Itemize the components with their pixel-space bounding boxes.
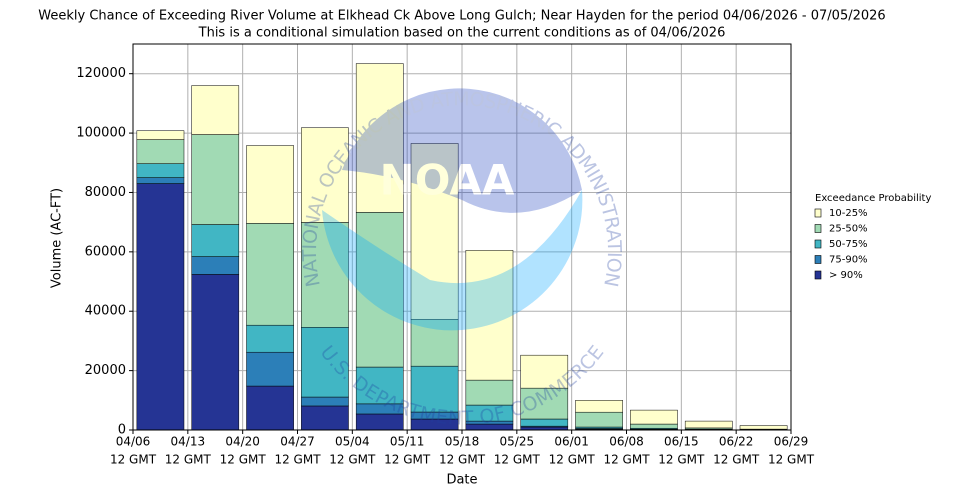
bar-segment: [684, 420, 733, 429]
legend-swatch: [814, 255, 822, 264]
bar-segment: [410, 365, 459, 413]
x-tick-sublabel: 12 GMT: [658, 453, 705, 467]
x-tick-sublabel: 12 GMT: [220, 453, 267, 467]
bar-segment: [301, 127, 349, 223]
x-tick-label: 04/13: [171, 435, 206, 449]
y-tick-label: 20000: [85, 363, 126, 378]
bar-segment: [191, 85, 240, 135]
x-axis-label: Date: [446, 473, 477, 488]
y-tick-label: 100000: [76, 126, 126, 141]
bar-segment: [246, 223, 294, 326]
legend: 10-25% 25-50% 50-75% 75-90% > 90%: [814, 208, 868, 281]
bar-segment: [465, 420, 514, 425]
bar-segment: [410, 418, 459, 431]
bar-segment: [520, 354, 569, 389]
y-tick-label: 80000: [85, 185, 126, 200]
bar-segment: [630, 409, 678, 425]
x-tick-sublabel: 12 GMT: [439, 453, 486, 467]
bar-segment: [301, 327, 349, 398]
x-tick-sublabel: 12 GMT: [329, 453, 376, 467]
bar-segment: [465, 423, 514, 431]
bar-segment: [136, 177, 185, 184]
x-tick-label: 05/11: [390, 435, 425, 449]
x-tick-label: 06/15: [664, 435, 699, 449]
bar-segment: [191, 256, 240, 275]
x-tick-label: 06/22: [719, 435, 754, 449]
x-tick-sublabel: 12 GMT: [384, 453, 431, 467]
x-tick-sublabel: 12 GMT: [165, 453, 212, 467]
bar-segment: [246, 351, 294, 387]
legend-title: Exceedance Probability: [815, 193, 931, 204]
legend-swatch: [814, 208, 822, 218]
x-tick-label: 05/18: [445, 435, 480, 449]
y-tick-label: 60000: [85, 244, 126, 259]
bar-segment: [136, 163, 185, 178]
x-tick-sublabel: 12 GMT: [274, 453, 321, 467]
bar-segment: [191, 224, 240, 257]
bar-segment: [246, 324, 294, 353]
bar-segment: [520, 418, 569, 427]
bar-segment: [301, 396, 349, 407]
bar-segment: [520, 387, 569, 420]
bar-segment: [465, 404, 514, 422]
x-tick-label: 05/25: [500, 435, 535, 449]
bar-segment: [191, 274, 240, 431]
bar-segment: [630, 423, 678, 429]
chart-subtitle: This is a conditional simulation based o…: [198, 26, 726, 41]
bar-segment: [410, 143, 459, 320]
x-tick-label: 04/27: [280, 435, 315, 449]
bar-segment: [410, 411, 459, 420]
bar-segment: [246, 145, 294, 224]
legend-swatch: [814, 239, 822, 249]
legend-swatch: [814, 224, 822, 233]
x-tick-label: 06/08: [609, 435, 644, 449]
axes: 0 20000 40000 60000 80000 100000 120000 04/06 12…: [76, 66, 814, 466]
bar-segment: [246, 385, 294, 431]
bar-segment: [739, 425, 788, 430]
bar-segment: [301, 222, 349, 328]
x-tick-sublabel: 12 GMT: [603, 453, 650, 467]
bar-segment: [355, 403, 404, 415]
legend-label: 75-90%: [829, 255, 868, 266]
legend-label: > 90%: [829, 270, 863, 281]
bar-segment: [465, 379, 514, 406]
y-axis-label: Volume (AC-FT): [50, 188, 65, 288]
bar-segment: [301, 405, 349, 431]
x-tick-label: 06/29: [774, 435, 809, 449]
x-tick-sublabel: 12 GMT: [768, 453, 815, 467]
x-tick-label: 06/01: [554, 435, 589, 449]
legend-swatch: [814, 270, 822, 280]
y-tick-label: 120000: [76, 66, 126, 81]
bar-segment: [410, 318, 459, 367]
bar-segment: [465, 250, 514, 381]
bar-segment: [575, 400, 623, 413]
x-tick-sublabel: 12 GMT: [110, 453, 157, 467]
chart-title: Weekly Chance of Exceeding River Volume …: [38, 9, 885, 24]
x-tick-label: 04/20: [225, 435, 260, 449]
x-tick-sublabel: 12 GMT: [713, 453, 760, 467]
bar-segment: [136, 130, 185, 140]
bar-segment: [136, 183, 185, 431]
legend-label: 10-25%: [829, 208, 868, 219]
bar-segment: [355, 366, 404, 405]
bar-segment: [136, 139, 185, 164]
y-tick-label: 0: [118, 423, 126, 438]
bar-segment: [355, 63, 404, 213]
bar-segment: [575, 411, 623, 428]
x-tick-label: 05/04: [335, 435, 370, 449]
y-tick-label: 40000: [85, 304, 126, 319]
x-tick-label: 04/06: [116, 435, 151, 449]
grid: [132, 44, 792, 431]
bars: [136, 63, 788, 431]
bar-segment: [355, 413, 404, 431]
legend-label: 25-50%: [829, 224, 868, 235]
x-tick-sublabel: 12 GMT: [549, 453, 596, 467]
x-tick-sublabel: 12 GMT: [494, 453, 541, 467]
legend-label: 50-75%: [829, 239, 868, 250]
bar-segment: [355, 212, 404, 368]
bar-segment: [191, 134, 240, 225]
